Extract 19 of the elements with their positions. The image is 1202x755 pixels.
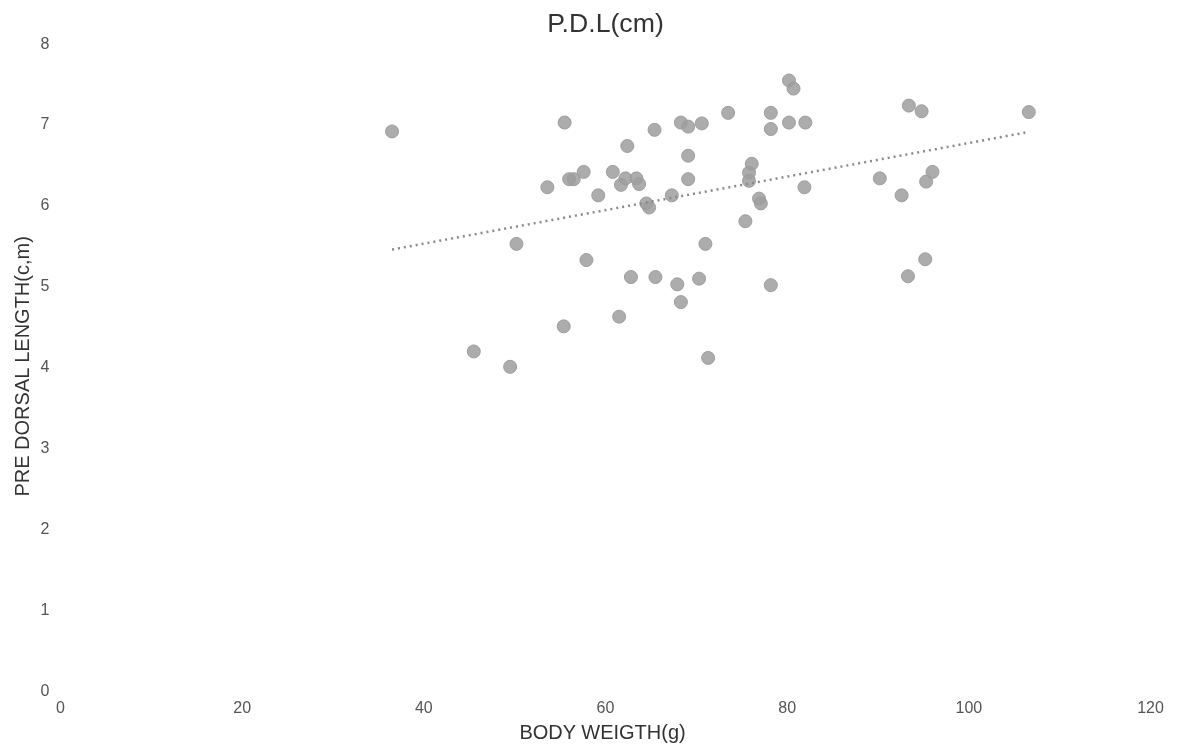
y-tick-label: 1 [40,600,50,618]
y-tick-label: 2 [40,519,50,537]
x-tick-label: 120 [1137,698,1164,716]
y-tick-label: 7 [40,115,50,133]
x-tick-label: 100 [955,698,983,716]
y-tick-label: 5 [40,277,50,295]
x-axis-title: BODY WEIGTH(g) [519,720,686,743]
y-axis-title: PRE DORSAL LENGTH(c,m) [10,236,33,497]
chart-title: P.D.L(cm) [547,7,664,38]
y-tick-label: 3 [40,438,50,456]
y-tick-label: 6 [40,196,50,214]
x-tick-label: 40 [414,698,433,716]
x-tick-label: 60 [596,698,615,716]
x-tick-label: 20 [233,698,252,716]
y-tick-label: 8 [40,34,50,52]
y-tick-label: 0 [40,681,50,699]
x-tick-label: 0 [56,698,66,716]
x-tick-label: 80 [778,698,797,716]
y-tick-label: 4 [40,358,50,375]
